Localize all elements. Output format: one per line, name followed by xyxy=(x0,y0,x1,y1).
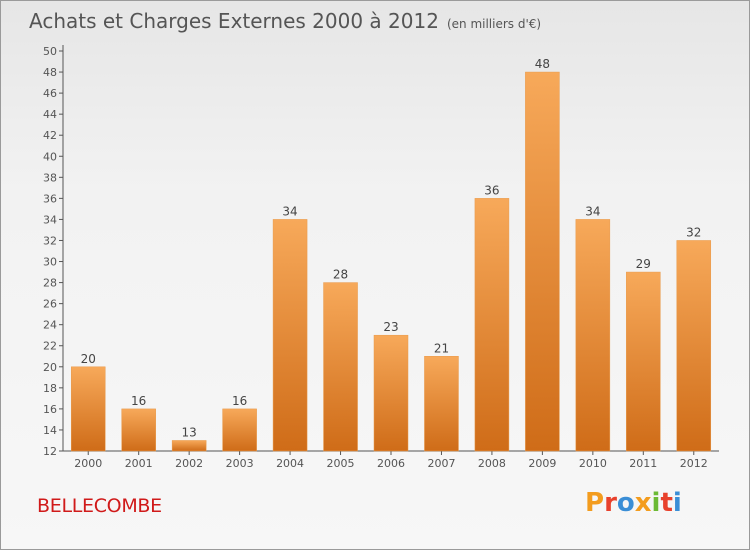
bar xyxy=(626,271,661,452)
x-tick-label: 2001 xyxy=(125,457,153,470)
data-label: 16 xyxy=(131,394,146,408)
bar xyxy=(272,219,308,452)
x-tick-label: 2006 xyxy=(377,457,405,470)
city-name: BELLECOMBE xyxy=(37,495,162,517)
y-tick-label: 44 xyxy=(43,108,57,121)
chart-bars xyxy=(70,71,712,452)
data-label: 29 xyxy=(636,257,651,271)
y-tick-label: 36 xyxy=(43,192,57,205)
y-tick-label: 20 xyxy=(43,361,57,374)
data-label: 28 xyxy=(333,268,348,282)
data-label: 16 xyxy=(232,394,247,408)
bar xyxy=(424,356,459,452)
bar xyxy=(676,240,712,452)
bar xyxy=(222,408,257,452)
data-label: 20 xyxy=(81,352,96,366)
y-tick-label: 40 xyxy=(43,150,57,163)
y-tick-label: 28 xyxy=(43,277,57,290)
chart-data-labels: 20 16 13 16 34 28 23 21 36 48 34 29 32 xyxy=(81,57,702,439)
y-tick-label: 22 xyxy=(43,340,57,353)
data-label: 32 xyxy=(686,225,701,239)
data-label: 36 xyxy=(484,183,499,197)
x-tick-label: 2000 xyxy=(74,457,102,470)
data-label: 34 xyxy=(585,204,600,218)
brand-logo[interactable]: Proxiti xyxy=(585,488,682,518)
x-tick-label: 2009 xyxy=(528,457,556,470)
bar xyxy=(575,219,611,452)
y-tick-label: 48 xyxy=(43,66,57,79)
bar xyxy=(323,282,358,452)
y-tick-label: 34 xyxy=(43,213,57,226)
y-tick-label: 16 xyxy=(43,403,57,416)
x-tick-label: 2004 xyxy=(276,457,304,470)
x-tick-label: 2007 xyxy=(427,457,455,470)
x-tick-label: 2005 xyxy=(327,457,355,470)
x-tick-label: 2011 xyxy=(629,457,657,470)
bar xyxy=(121,408,156,452)
bar xyxy=(171,440,207,452)
chart-axes: 12 14 16 18 20 22 24 26 28 30 32 34 36 38 40 42 44 46 48 50… xyxy=(43,45,719,470)
chart-title: Achats et Charges Externes 2000 à 2012 (e… xyxy=(29,9,541,33)
data-label: 48 xyxy=(535,57,550,71)
y-tick-label: 12 xyxy=(43,445,57,458)
y-tick-label: 46 xyxy=(43,87,57,100)
y-tick-label: 42 xyxy=(43,129,57,142)
y-tick-label: 26 xyxy=(43,298,57,311)
y-tick-label: 18 xyxy=(43,382,57,395)
data-label: 13 xyxy=(182,425,197,439)
y-tick-label: 50 xyxy=(43,45,57,58)
x-tick-label: 2002 xyxy=(175,457,203,470)
x-tick-label: 2010 xyxy=(579,457,607,470)
x-tick-label: 2012 xyxy=(680,457,708,470)
bar xyxy=(70,366,106,452)
chart-subtitle: (en milliers d'€) xyxy=(446,17,542,31)
data-label: 23 xyxy=(383,320,398,334)
data-label: 21 xyxy=(434,341,449,355)
title-text: Achats et Charges Externes 2000 à 2012 xyxy=(29,9,439,33)
y-tick-label: 24 xyxy=(43,319,57,332)
y-tick-label: 30 xyxy=(43,256,57,269)
bar xyxy=(373,334,409,452)
bar xyxy=(525,71,560,452)
data-label: 34 xyxy=(282,204,297,218)
y-tick-label: 14 xyxy=(43,424,57,437)
x-tick-label: 2008 xyxy=(478,457,506,470)
bar xyxy=(474,198,510,452)
x-tick-label: 2003 xyxy=(226,457,254,470)
y-tick-label: 38 xyxy=(43,171,57,184)
y-tick-label: 32 xyxy=(43,234,57,247)
